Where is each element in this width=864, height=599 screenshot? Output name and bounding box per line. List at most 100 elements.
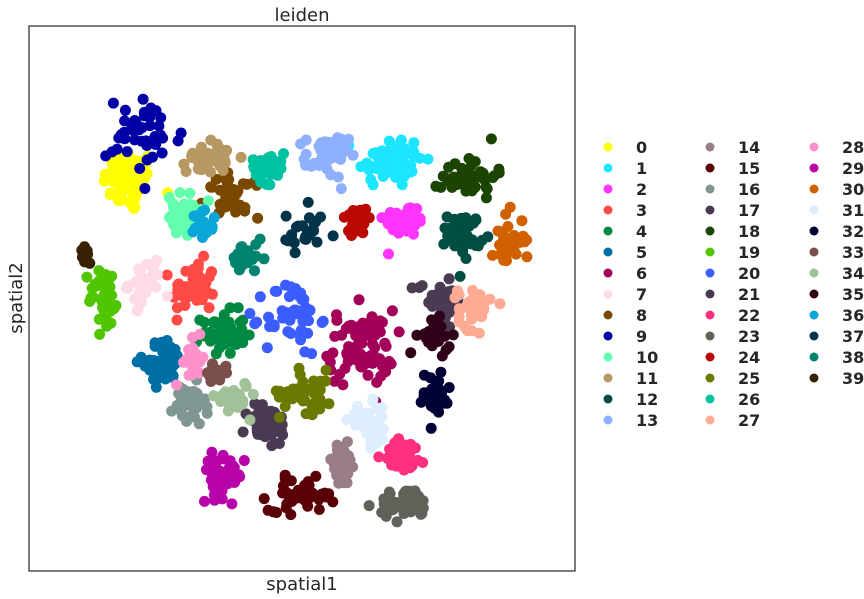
legend-marker-28 [809,142,819,152]
point-cluster-11 [218,153,230,165]
point-cluster-30 [516,215,528,227]
point-cluster-29 [207,481,219,493]
point-cluster-14 [341,436,353,448]
legend-marker-4 [603,226,613,236]
point-cluster-7 [151,254,163,266]
point-cluster-6 [362,369,374,381]
point-cluster-24 [347,212,359,224]
point-cluster-32 [425,372,436,384]
point-cluster-23 [363,500,375,512]
point-cluster-18 [469,156,481,168]
point-cluster-10 [174,187,186,199]
point-cluster-35 [405,347,417,359]
point-cluster-8 [239,202,251,213]
point-cluster-13 [340,142,352,154]
legend-label-19: 19 [738,243,760,262]
point-cluster-19 [102,290,114,301]
point-cluster-34 [239,378,251,389]
point-cluster-20 [249,318,261,330]
legend-label-5: 5 [636,243,647,262]
point-cluster-9 [144,120,156,132]
point-cluster-10 [184,187,196,199]
point-cluster-13 [332,132,344,144]
point-cluster-34 [244,414,256,426]
point-cluster-15 [302,500,314,512]
point-cluster-6 [343,320,355,332]
point-cluster-37 [311,236,323,248]
point-cluster-13 [295,138,307,150]
point-cluster-13 [300,148,312,160]
point-cluster-6 [386,305,398,317]
point-cluster-28 [185,369,197,381]
point-cluster-15 [271,507,282,518]
point-cluster-5 [165,341,176,353]
legend-label-35: 35 [842,285,864,304]
point-cluster-6 [341,349,353,361]
point-cluster-15 [307,487,318,499]
point-cluster-17 [436,287,448,299]
point-cluster-13 [324,144,336,156]
point-cluster-4 [226,329,238,341]
point-cluster-15 [262,504,274,516]
point-cluster-6 [337,379,349,391]
legend-label-13: 13 [636,411,658,430]
point-cluster-9 [153,120,165,132]
point-cluster-26 [275,163,287,174]
point-cluster-4 [224,347,236,359]
point-cluster-9 [133,124,145,136]
point-cluster-22 [407,441,419,453]
point-cluster-1 [405,159,417,171]
point-cluster-30 [500,208,512,220]
point-cluster-32 [438,397,450,409]
point-cluster-27 [465,309,477,321]
point-cluster-19 [103,300,115,312]
legend-label-11: 11 [636,369,658,388]
point-cluster-20 [254,291,266,303]
point-cluster-5 [131,356,143,368]
point-cluster-17 [443,273,455,285]
point-cluster-15 [285,509,297,521]
point-cluster-1 [384,166,396,178]
x-axis-label: spatial1 [266,574,337,595]
point-cluster-0 [114,189,126,201]
point-cluster-34 [230,395,241,407]
point-cluster-19 [106,270,118,282]
point-cluster-3 [161,269,173,281]
point-cluster-25 [320,364,332,376]
point-cluster-2 [393,227,405,239]
point-cluster-24 [356,209,367,221]
legend-marker-1 [603,163,613,173]
legend-marker-16 [705,184,715,194]
legend-label-27: 27 [738,411,760,430]
point-cluster-23 [416,508,428,519]
point-cluster-17 [413,282,425,293]
legend-marker-38 [809,352,819,362]
point-cluster-6 [355,348,367,360]
point-cluster-1 [361,157,373,169]
point-cluster-6 [331,314,343,326]
point-cluster-32 [418,387,430,399]
point-cluster-37 [296,220,308,232]
legend-label-33: 33 [842,243,864,262]
point-cluster-28 [186,357,197,369]
point-cluster-4 [194,314,206,326]
point-cluster-38 [228,252,240,264]
point-cluster-12 [482,231,494,243]
point-cluster-26 [248,163,260,175]
legend-marker-2 [603,184,613,194]
point-cluster-9 [115,129,127,141]
point-cluster-32 [425,422,437,434]
point-cluster-20 [285,281,297,293]
legend-marker-14 [705,142,715,152]
point-cluster-14 [340,452,352,464]
point-cluster-9 [142,107,154,119]
point-cluster-25 [273,411,285,423]
point-cluster-12 [457,244,469,256]
point-cluster-6 [366,317,378,328]
point-cluster-15 [279,469,291,481]
point-cluster-7 [131,305,143,317]
point-cluster-3 [193,270,205,282]
point-cluster-31 [362,413,374,425]
point-cluster-3 [203,271,215,283]
point-cluster-28 [194,328,206,340]
